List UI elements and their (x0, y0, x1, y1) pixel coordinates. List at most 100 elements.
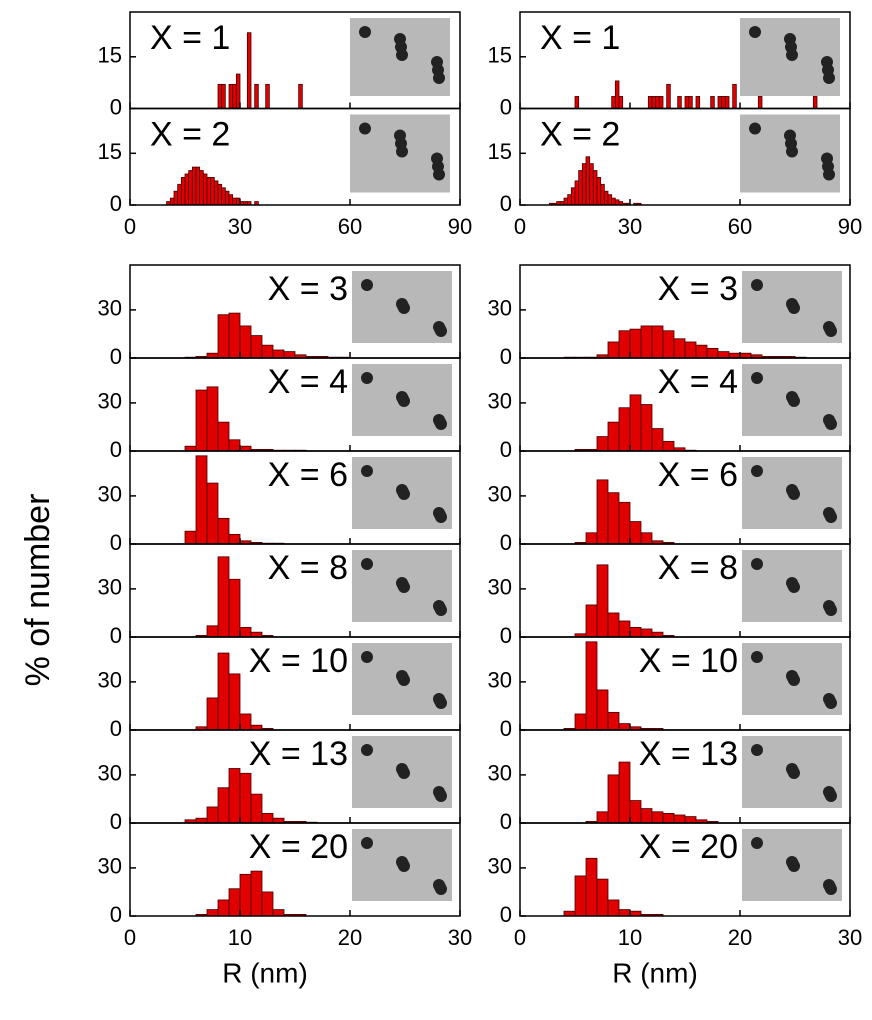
particle (396, 763, 408, 775)
particle (361, 372, 373, 384)
bar (596, 177, 602, 206)
bar (596, 811, 609, 824)
particle (786, 856, 798, 868)
y-tick-label: 15 (488, 139, 512, 164)
bar (607, 194, 613, 206)
bar (298, 83, 303, 109)
panel-frame (519, 107, 851, 206)
bar (195, 389, 208, 452)
bar (228, 194, 234, 206)
panel-frame (129, 822, 461, 917)
particle (431, 56, 443, 68)
bar (757, 96, 763, 109)
bar (585, 604, 598, 638)
bar (239, 873, 252, 917)
bar (228, 83, 234, 109)
panel-label: X = 6 (658, 456, 738, 494)
particle (749, 26, 761, 38)
bar (717, 96, 723, 109)
panel-label: X = 1 (150, 19, 230, 57)
y-tick-label: 30 (98, 296, 122, 321)
bar (206, 386, 219, 452)
bar (666, 83, 671, 109)
panel-label: X = 3 (658, 270, 738, 308)
bar (629, 394, 642, 452)
y-tick-label: 30 (488, 389, 512, 414)
bar (717, 351, 730, 359)
particle (751, 465, 763, 477)
y-tick-label: 0 (500, 809, 512, 834)
bar (228, 312, 241, 359)
bar (596, 564, 609, 638)
x-tick-label: 90 (448, 214, 472, 239)
bar (607, 341, 620, 359)
y-tick-label: 30 (488, 668, 512, 693)
y-tick-label: 0 (110, 902, 122, 927)
y-tick-label: 0 (110, 344, 122, 369)
particle (361, 837, 373, 849)
y-tick-label: 0 (500, 902, 512, 927)
bar (585, 156, 591, 206)
bar (228, 768, 241, 824)
particle (821, 56, 833, 68)
particle (359, 122, 371, 135)
bar (607, 711, 620, 731)
particle (433, 693, 445, 705)
particle (396, 298, 408, 310)
bar (695, 344, 708, 359)
particle (433, 507, 445, 519)
panel-label: X = 13 (249, 735, 348, 773)
bar (812, 96, 818, 109)
bar (195, 455, 208, 545)
bar (596, 479, 609, 545)
bar (607, 774, 620, 824)
bar (574, 713, 587, 731)
y-tick-label: 0 (110, 530, 122, 555)
y-tick-label: 30 (98, 575, 122, 600)
particle (821, 152, 833, 165)
bar (724, 96, 730, 109)
y-tick-label: 30 (98, 482, 122, 507)
particle (751, 651, 763, 663)
bar (261, 812, 274, 824)
bar (173, 190, 179, 206)
y-tick-label: 30 (488, 482, 512, 507)
y-tick-label: 30 (488, 575, 512, 600)
panel-frame (129, 107, 461, 206)
x-tick-label: 30 (618, 214, 642, 239)
bar (600, 183, 605, 206)
particle (784, 129, 796, 142)
bar (618, 723, 631, 731)
x-tick-label: 0 (514, 925, 526, 950)
y-tick-label: 30 (488, 761, 512, 786)
bar (640, 628, 653, 638)
panel-label: X = 20 (639, 828, 738, 866)
bar (684, 96, 690, 109)
y-tick-label: 30 (98, 668, 122, 693)
bar (607, 492, 620, 545)
bar (261, 344, 274, 359)
bar (585, 641, 598, 731)
y-tick-label: 0 (110, 809, 122, 834)
bar (254, 83, 259, 109)
bar (684, 341, 697, 359)
bar (658, 96, 664, 109)
bar (202, 173, 208, 206)
bar (618, 909, 631, 917)
y-tick-label: 0 (500, 716, 512, 741)
bar (246, 32, 252, 109)
bar (206, 697, 219, 731)
bar (232, 197, 237, 206)
particle (394, 33, 406, 45)
bar (239, 325, 252, 359)
x-tick-label: 30 (228, 214, 252, 239)
bar (283, 351, 296, 359)
bar (662, 330, 675, 359)
panel-label: X = 4 (658, 363, 738, 401)
particle (786, 763, 798, 775)
bar (239, 713, 252, 731)
bar (629, 521, 642, 545)
bar (228, 578, 241, 638)
y-tick-label: 0 (500, 191, 512, 216)
bar (210, 177, 215, 206)
